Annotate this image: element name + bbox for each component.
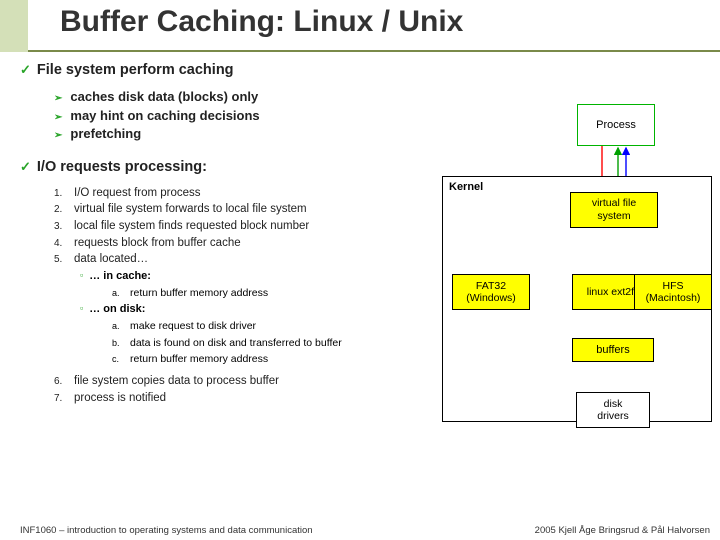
process-box: Process	[577, 104, 655, 146]
hfs-box: HFS(Macintosh)	[634, 274, 712, 310]
square-icon: ▫	[80, 302, 83, 316]
section-1-heading: ✓ File system perform caching	[20, 62, 720, 78]
accent-block	[0, 0, 28, 52]
square-icon: ▫	[80, 269, 83, 283]
slide-title: Buffer Caching: Linux / Unix	[60, 5, 463, 39]
tri-icon: ➢	[54, 112, 62, 123]
fat-box: FAT32(Windows)	[452, 274, 530, 310]
section-2-text: I/O requests processing:	[37, 159, 207, 175]
disk-box: diskdrivers	[576, 392, 650, 428]
footer-left: INF1060 – introduction to operating syst…	[20, 525, 313, 536]
check-icon: ✓	[20, 159, 31, 174]
footer: INF1060 – introduction to operating syst…	[20, 525, 710, 536]
section-1-text: File system perform caching	[37, 62, 234, 78]
tri-icon: ➢	[54, 130, 62, 141]
content-area: ✓ File system perform caching ➢caches dis…	[0, 52, 720, 520]
tri-icon: ➢	[54, 93, 62, 104]
bullet-1: ➢caches disk data (blocks) only	[54, 88, 720, 106]
check-icon: ✓	[20, 62, 31, 77]
footer-right: 2005 Kjell Åge Bringsrud & Pål Halvorsen	[535, 525, 710, 536]
buffers-box: buffers	[572, 338, 654, 362]
vfs-box: virtual filesystem	[570, 192, 658, 228]
diagram: Process Kernel virtual filesystem FAT32(…	[442, 104, 712, 494]
title-bar: Buffer Caching: Linux / Unix	[0, 0, 720, 52]
